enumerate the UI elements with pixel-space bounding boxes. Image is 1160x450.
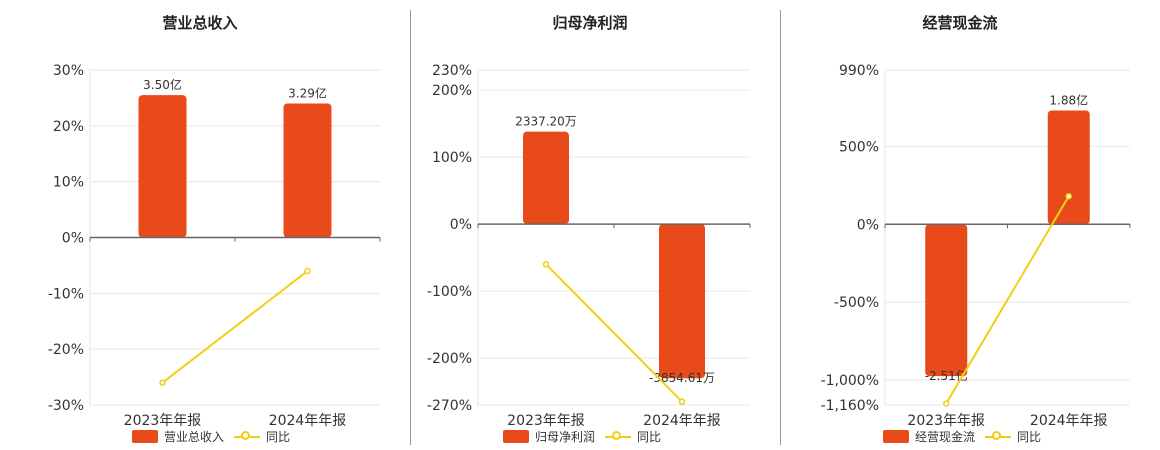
x-tick-label: 2024年年报 xyxy=(269,413,347,429)
legend-bar-swatch xyxy=(132,430,158,443)
yoy-point xyxy=(542,261,550,268)
x-tick-label: 2023年年报 xyxy=(907,413,985,429)
chart-svg-cash-flow: 990% 500% 0% -500% -1,000% -1,160% -2.51亿 1.88亿… xyxy=(821,63,1131,429)
y-tick-label: 200% xyxy=(432,83,472,99)
x-tick-label: 2024年年报 xyxy=(643,413,721,429)
yoy-line xyxy=(945,195,1070,404)
y-tick-label: -1,160% xyxy=(821,398,879,414)
y-tick-label: 20% xyxy=(53,119,84,135)
y-tick-label: -30% xyxy=(48,398,84,414)
legend-line-label: 同比 xyxy=(1017,430,1042,444)
y-tick-label: -500% xyxy=(834,295,879,311)
panel-divider xyxy=(780,10,781,445)
chart-title: 营业总收入 xyxy=(162,14,238,32)
yoy-point xyxy=(943,400,950,407)
chart-title: 归母净利润 xyxy=(552,14,628,32)
y-tick-label: 10% xyxy=(53,175,84,191)
chart-svg-revenue: 30% 20% 10% 0% -10% -20% -30% 3.50亿 3.29亿 2023年年报… xyxy=(48,63,381,429)
yoy-point xyxy=(678,398,686,405)
bar-data-label: 2337.20万 xyxy=(515,115,577,129)
bar xyxy=(523,131,569,225)
y-tick-label: -270% xyxy=(427,398,472,414)
legend-bar-label: 营业总收入 xyxy=(164,430,225,444)
yoy-line xyxy=(545,263,683,403)
legend-line-label: 同比 xyxy=(637,430,662,444)
legend-bar-label: 归母净利润 xyxy=(535,430,596,444)
chart-title: 经营现金流 xyxy=(922,14,998,32)
y-tick-label: -20% xyxy=(48,342,84,358)
legend: 归母净利润 同比 xyxy=(503,428,661,445)
bar-data-label: -2.51亿 xyxy=(925,368,968,383)
legend-bar-swatch xyxy=(883,430,909,443)
y-tick-label: -100% xyxy=(427,284,472,300)
y-tick-label: 0% xyxy=(857,217,879,233)
x-tick-label: 2024年年报 xyxy=(1030,413,1108,429)
legend-bar-label: 经营现金流 xyxy=(915,430,976,444)
yoy-line xyxy=(161,270,309,384)
y-tick-label: 30% xyxy=(53,63,84,79)
y-tick-label: 500% xyxy=(839,139,879,155)
legend-line-label: 同比 xyxy=(266,430,291,444)
chart-panel-net-profit: 归母净利润 230% 200% 100% 0% -100% -200% -270% 2337.… xyxy=(390,0,790,450)
panel-divider xyxy=(410,10,411,445)
yoy-point xyxy=(159,379,166,386)
y-tick-label: 0% xyxy=(62,231,84,247)
y-tick-label: -1,000% xyxy=(821,373,879,389)
y-tick-label: -10% xyxy=(48,286,84,302)
legend: 营业总收入 同比 xyxy=(132,428,290,445)
x-tick-label: 2023年年报 xyxy=(124,413,202,429)
bar xyxy=(659,224,705,379)
bar-data-label: 3.50亿 xyxy=(143,77,182,92)
legend-line-swatch xyxy=(605,430,632,443)
bar-data-label: 3.29亿 xyxy=(288,86,327,101)
chart-svg-net-profit: 230% 200% 100% 0% -100% -200% -270% 2337.20万 -38… xyxy=(427,63,751,429)
y-tick-label: -200% xyxy=(427,351,472,367)
y-tick-label: 230% xyxy=(432,63,472,79)
bar-data-label: -3854.61万 xyxy=(649,371,715,385)
chart-panel-cash-flow: 经营现金流 990% 500% 0% -500% -1,000% -1,160% -2.51… xyxy=(760,0,1160,450)
chart-panel-revenue: 营业总收入 30% 20% 10% 0% -10% -20% -30% 3.50亿 3.29亿 2… xyxy=(0,0,400,450)
bar xyxy=(1047,110,1090,225)
bar-data-label: 1.88亿 xyxy=(1049,93,1088,108)
legend-line-swatch xyxy=(985,430,1012,443)
y-tick-label: 100% xyxy=(432,150,472,166)
legend: 经营现金流 同比 xyxy=(883,428,1041,445)
bar xyxy=(138,95,187,238)
yoy-point xyxy=(304,267,311,275)
legend-bar-swatch xyxy=(503,430,529,443)
y-tick-label: 990% xyxy=(839,63,879,79)
legend-line-swatch xyxy=(234,430,261,443)
y-tick-label: 0% xyxy=(450,217,472,233)
x-tick-label: 2023年年报 xyxy=(507,413,585,429)
yoy-point xyxy=(1065,192,1072,200)
bar xyxy=(283,103,332,238)
bar xyxy=(925,224,968,377)
